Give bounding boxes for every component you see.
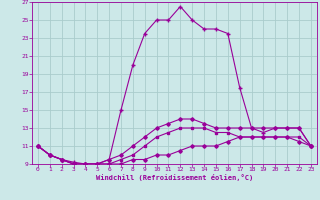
X-axis label: Windchill (Refroidissement éolien,°C): Windchill (Refroidissement éolien,°C)	[96, 174, 253, 181]
